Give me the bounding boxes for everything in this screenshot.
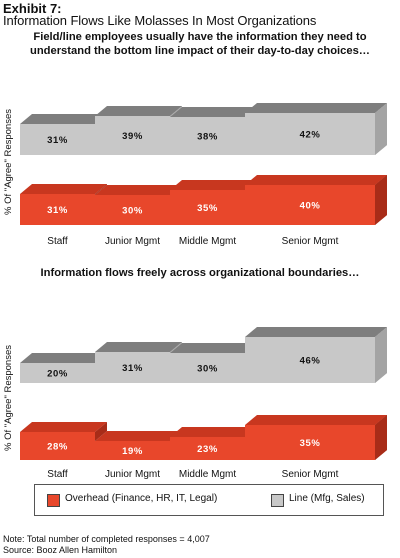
chart-1-category-3: Senior Mgmt xyxy=(282,236,339,247)
chart-2-overhead-top-1 xyxy=(95,431,182,441)
chart-1-line-top-1 xyxy=(95,106,182,116)
chart-1-overhead-top-1 xyxy=(95,185,182,195)
chart-2-line-bar-1 xyxy=(95,352,170,383)
chart-2-line-value-label-3: 46% xyxy=(300,356,321,367)
chart-1-overhead-side-0 xyxy=(95,184,107,195)
chart-2-overhead-side-0 xyxy=(95,422,107,441)
chart-1-line-top-3 xyxy=(245,103,387,113)
chart-2-line-top-0 xyxy=(20,353,107,363)
chart-2-category-1: Junior Mgmt xyxy=(105,469,160,480)
chart-2-overhead-top-0 xyxy=(20,422,107,432)
chart-1-overhead-top-3 xyxy=(245,175,387,185)
legend-swatch-overhead xyxy=(47,494,60,507)
chart-2-overhead-value-label-1: 19% xyxy=(122,446,143,457)
chart-1-category-2: Middle Mgmt xyxy=(179,236,236,247)
chart-1-line-bar-3 xyxy=(245,113,375,155)
chart-2-overhead-bar-3 xyxy=(245,425,375,460)
chart-1-overhead-value-label-1: 30% xyxy=(122,206,143,217)
chart-1-category-0: Staff xyxy=(47,236,68,247)
chart-1: 31% 39% 38% 42% 31% 30% 35% 40% Staff Junior Mgmt… xyxy=(3,103,387,247)
chart-1-line-value-label-0: 31% xyxy=(47,135,68,146)
chart-1-line-bar-1 xyxy=(95,116,170,155)
chart-2: 20% 31% 30% 46% 28% 19% 23% 35% Staff Junior Mgmt… xyxy=(3,327,387,480)
chart-2-line-value-label-0: 20% xyxy=(47,369,68,380)
chart-1-line-top-0 xyxy=(20,114,107,124)
chart-2-line-end-side xyxy=(375,327,387,383)
legend-label-overhead: Overhead (Finance, HR, IT, Legal) xyxy=(65,493,218,504)
chart-1-line-bar-2 xyxy=(170,117,245,155)
chart-1-line-value-label-2: 38% xyxy=(197,132,218,143)
chart-1-overhead-value-label-2: 35% xyxy=(197,203,218,214)
chart-2-overhead-top-3 xyxy=(245,415,387,425)
chart-1-y-axis-label: % Of "Agree" Responses xyxy=(3,109,14,215)
chart-1-line-top-2 xyxy=(170,107,257,117)
chart-1-category-1: Junior Mgmt xyxy=(105,236,160,247)
chart-1-overhead-top-2 xyxy=(170,180,257,190)
chart-1-overhead-bar-1 xyxy=(95,195,170,225)
chart-2-overhead-bar-1 xyxy=(95,441,170,460)
chart-1-overhead-value-label-0: 31% xyxy=(47,205,68,216)
chart-2-line-value-label-1: 31% xyxy=(122,363,143,374)
exhibit-label: Exhibit 7: xyxy=(3,1,62,16)
chart-2-line-top-1 xyxy=(95,342,182,352)
chart-2-overhead-end-side xyxy=(375,415,387,460)
chart-1-title: Field/line employees usually have the in… xyxy=(29,31,370,57)
chart-2-line-bar-2 xyxy=(170,353,245,383)
chart-2-title: Information flows freely across organiza… xyxy=(40,267,360,279)
legend-label-line: Line (Mfg, Sales) xyxy=(289,493,365,504)
chart-2-category-2: Middle Mgmt xyxy=(179,469,236,480)
chart-1-line-value-label-1: 39% xyxy=(122,131,143,142)
chart-1-overhead-value-label-3: 40% xyxy=(300,201,321,212)
legend-swatch-line xyxy=(271,494,284,507)
chart-2-y-axis-label: % Of "Agree" Responses xyxy=(3,345,14,451)
chart-1-line-end-side xyxy=(375,103,387,155)
chart-2-category-3: Senior Mgmt xyxy=(282,469,339,480)
chart-2-line-side-1 xyxy=(170,342,182,353)
chart-2-overhead-value-label-0: 28% xyxy=(47,442,68,453)
legend: Overhead (Finance, HR, IT, Legal) Line (… xyxy=(34,484,384,516)
chart-2-overhead-bar-2 xyxy=(170,437,245,460)
exhibit-title: Information Flows Like Molasses In Most … xyxy=(3,13,317,28)
chart-2-line-bar-0 xyxy=(20,363,95,383)
chart-1-line-value-label-3: 42% xyxy=(300,130,321,141)
chart-1-overhead-end-side xyxy=(375,175,387,225)
chart-1-line-side-1 xyxy=(170,106,182,117)
chart-2-overhead-value-label-2: 23% xyxy=(197,444,218,455)
chart-1-overhead-bar-3 xyxy=(245,185,375,225)
chart-2-overhead-bar-0 xyxy=(20,432,95,460)
chart-1-overhead-top-0 xyxy=(20,184,107,194)
footnote-note: Note: Total number of completed response… xyxy=(3,534,210,544)
chart-1-line-bar-0 xyxy=(20,124,95,155)
chart-2-overhead-top-2 xyxy=(170,427,257,437)
chart-2-line-bar-3 xyxy=(245,337,375,383)
chart-1-overhead-bar-0 xyxy=(20,194,95,225)
chart-2-line-top-3 xyxy=(245,327,387,337)
chart-2-line-top-2 xyxy=(170,343,257,353)
chart-2-line-value-label-2: 30% xyxy=(197,364,218,375)
chart-2-category-0: Staff xyxy=(47,469,68,480)
chart-2-overhead-value-label-3: 35% xyxy=(300,438,321,449)
footnote-source: Source: Booz Allen Hamilton xyxy=(3,545,118,555)
chart-1-overhead-bar-2 xyxy=(170,190,245,225)
